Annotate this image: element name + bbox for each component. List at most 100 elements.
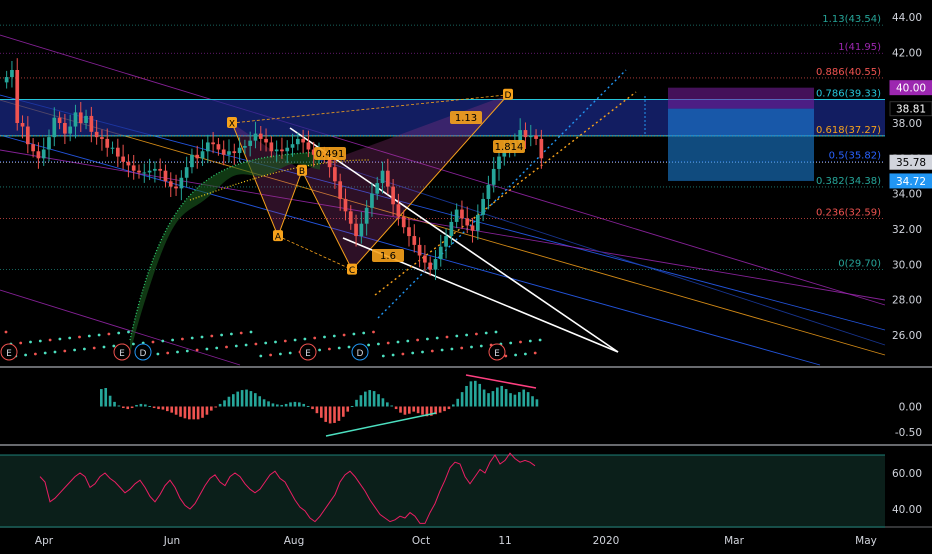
- x-axis-tick-label: Jun: [163, 535, 180, 547]
- candle-body: [243, 145, 247, 148]
- pattern-point-label: B: [299, 167, 305, 177]
- volume-dot: [234, 344, 238, 348]
- volume-dot: [470, 345, 473, 349]
- volume-dot: [435, 336, 439, 340]
- candle-body: [338, 181, 343, 199]
- volume-dot: [504, 354, 508, 358]
- position-zone: [668, 108, 814, 181]
- fib-level-label: 0(29.70): [838, 259, 881, 270]
- trend-channel-line: [0, 99, 886, 356]
- volume-dot: [352, 332, 356, 336]
- candle-body: [137, 170, 141, 173]
- volume-dot: [416, 338, 419, 342]
- macd-bar: [135, 404, 138, 407]
- volume-dot: [411, 351, 415, 355]
- volume-dot: [524, 352, 527, 356]
- candle-body: [423, 255, 427, 263]
- macd-bar: [223, 400, 226, 407]
- macd-bar: [482, 389, 486, 407]
- pattern-point-label: X: [229, 120, 235, 130]
- price-tag: [889, 80, 932, 96]
- macd-bar: [267, 401, 270, 407]
- candle-body: [354, 223, 358, 237]
- candle-body: [221, 149, 226, 155]
- macd-bar: [320, 406, 323, 418]
- earnings-marker-label: E: [305, 349, 311, 359]
- wedge-line: [289, 127, 619, 353]
- volume-dot: [166, 351, 170, 355]
- macd-bar: [390, 405, 394, 407]
- pattern-point-badge: [503, 88, 513, 100]
- macd-bar: [443, 406, 446, 412]
- trend-channel-line: [319, 159, 886, 346]
- candle-body: [475, 214, 480, 231]
- macd-bar: [258, 396, 262, 407]
- volume-dot: [313, 336, 317, 340]
- rsi-axis-label: 60.00: [892, 468, 922, 480]
- macd-bar: [245, 389, 248, 407]
- macd-bar: [447, 406, 451, 410]
- macd-bar: [403, 406, 407, 415]
- volume-dot: [528, 339, 532, 343]
- y-axis-tick-label: 28.00: [892, 295, 922, 307]
- volume-dot: [205, 347, 209, 351]
- y-axis-tick-label: 32.00: [892, 224, 922, 236]
- volume-dot: [171, 338, 175, 342]
- macd-bar: [350, 405, 354, 407]
- fib-level-label: 1(41.95): [838, 42, 881, 53]
- volume-dot: [342, 333, 346, 337]
- candle-body: [348, 211, 353, 224]
- candle-body: [364, 207, 369, 224]
- macd-bar: [368, 390, 372, 407]
- volume-dot: [24, 353, 27, 357]
- candle-body: [534, 135, 538, 139]
- macd-bar: [337, 406, 341, 421]
- volume-dot: [475, 332, 478, 336]
- candle-body: [486, 184, 491, 199]
- candle-body: [163, 170, 168, 182]
- macd-bar: [342, 406, 345, 417]
- target-zone: [668, 87, 814, 109]
- candle-body: [470, 225, 475, 231]
- candle-body: [428, 262, 433, 270]
- macd-bar: [509, 393, 512, 407]
- candle-body: [184, 167, 189, 178]
- macd-bar: [214, 406, 218, 408]
- macd-bar: [117, 405, 121, 407]
- candle-body: [84, 115, 88, 123]
- macd-bar: [130, 406, 134, 409]
- macd-bar: [465, 385, 468, 407]
- macd-bar: [469, 381, 473, 407]
- macd-bar: [425, 406, 429, 417]
- volume-dot: [68, 336, 72, 340]
- candle-body: [126, 161, 131, 166]
- volume-dot: [161, 339, 165, 343]
- macd-bar: [518, 392, 521, 407]
- pattern-point-badge: [347, 263, 357, 275]
- macd-bar: [460, 392, 464, 407]
- price-tag: [889, 173, 932, 189]
- volume-dot: [269, 353, 272, 357]
- macd-bar: [328, 406, 332, 424]
- x-axis-tick-label: May: [855, 535, 877, 547]
- candle-body: [73, 112, 78, 127]
- macd-bar: [144, 404, 147, 407]
- candle-body: [63, 123, 67, 134]
- volume-dot: [112, 344, 116, 348]
- candle-body: [264, 138, 268, 143]
- macd-bar: [289, 402, 292, 407]
- pattern-point-badge: [297, 164, 307, 176]
- volume-dot: [97, 333, 101, 337]
- candle-body: [105, 138, 110, 148]
- volume-dot: [440, 348, 444, 352]
- volume-dot: [102, 345, 106, 349]
- candle-body: [25, 126, 30, 145]
- earnings-marker: [113, 343, 131, 361]
- price-tag-label: 38.81: [896, 104, 926, 116]
- macd-bar: [302, 403, 306, 407]
- candle-body: [391, 186, 395, 205]
- macd-bar: [298, 402, 301, 407]
- macd-bar: [240, 390, 244, 407]
